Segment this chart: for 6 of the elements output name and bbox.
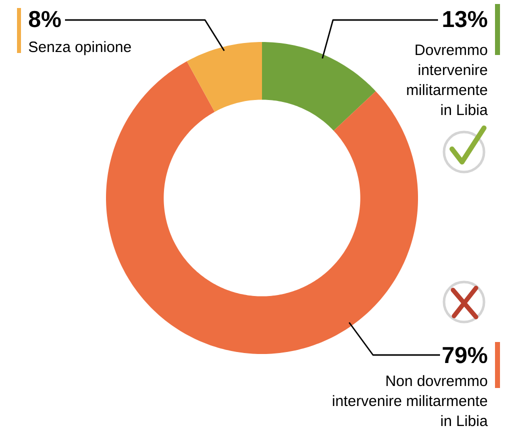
data-label: 13% — [443, 10, 488, 28]
legend-label: Dovremmo intervenire militarmente in Libia — [407, 44, 488, 116]
data-label: 79% — [442, 346, 488, 364]
data-label: 8% — [28, 10, 61, 28]
legend-label: Non dovremmo intervenire militarmente in Libia — [332, 375, 488, 426]
legend-label: Senza opinione — [28, 41, 131, 56]
